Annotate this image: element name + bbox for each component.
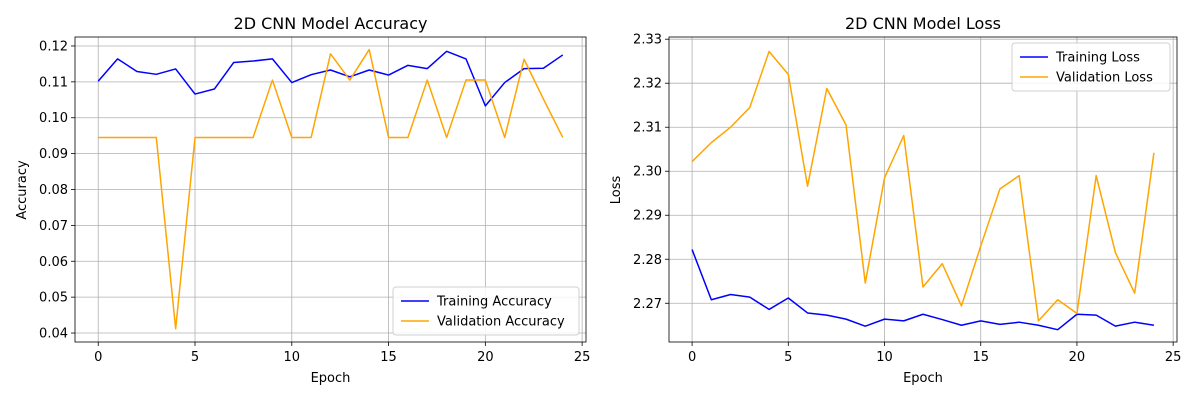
y-axis-label: Accuracy <box>15 160 30 220</box>
chart-title: 2D CNN Model Loss <box>845 14 1001 33</box>
accuracy-chart: 2D CNN Model Accuracy Epoch Accuracy 0 5 1… <box>15 14 590 386</box>
x-axis-label: Epoch <box>903 371 943 386</box>
x-tick-label: 0 <box>688 350 696 365</box>
x-tick-label: 25 <box>574 350 591 365</box>
x-tick-label: 25 <box>1165 350 1182 365</box>
legend: Training Loss Validation Loss <box>1011 42 1171 92</box>
x-tick-label: 20 <box>477 350 494 365</box>
x-tick-label: 10 <box>876 350 893 365</box>
x-tick-label: 10 <box>284 350 301 365</box>
x-tick-label: 0 <box>94 350 102 365</box>
series-line-training-loss <box>691 249 1155 331</box>
y-tick-label: 2.33 <box>633 33 662 48</box>
y-tick-label: 0.07 <box>39 219 68 234</box>
legend-box <box>392 286 580 336</box>
y-tick-label: 2.28 <box>633 253 662 268</box>
legend-label: Validation Accuracy <box>437 315 565 330</box>
legend-label: Training Accuracy <box>436 295 552 310</box>
series-line-validation-loss <box>691 50 1155 322</box>
x-tick-label: 5 <box>784 350 792 365</box>
y-tick-label: 0.09 <box>39 147 68 162</box>
x-tick-label: 15 <box>972 350 989 365</box>
loss-chart: 2D CNN Model Loss Epoch Loss 0 5 10 15 20 25 2… <box>609 14 1181 386</box>
legend: Training Accuracy Validation Accuracy <box>392 286 580 336</box>
y-tick-label: 2.29 <box>633 209 662 224</box>
y-tick-label: 0.06 <box>39 255 68 270</box>
legend-label: Validation Loss <box>1056 71 1153 86</box>
y-tick-label: 2.30 <box>633 165 662 180</box>
y-tick-label: 0.08 <box>39 183 68 198</box>
y-tick-label: 2.32 <box>633 77 662 92</box>
x-tick-label: 20 <box>1069 350 1086 365</box>
x-tick-label: 15 <box>380 350 397 365</box>
y-tick-label: 0.11 <box>39 75 68 90</box>
x-axis-label: Epoch <box>311 371 351 386</box>
axes-frame <box>668 36 1178 343</box>
y-axis-label: Loss <box>609 176 624 205</box>
y-tick-label: 2.31 <box>633 121 662 136</box>
chart-title: 2D CNN Model Accuracy <box>234 14 428 33</box>
y-tick-label: 0.10 <box>39 111 68 126</box>
y-tick-label: 0.12 <box>39 39 68 54</box>
legend-label: Training Loss <box>1055 51 1140 66</box>
legend-box <box>1011 42 1171 92</box>
y-tick-label: 0.04 <box>39 327 68 342</box>
series-line-validation-accuracy <box>98 48 564 330</box>
y-tick-label: 2.27 <box>633 297 662 312</box>
series-line-training-accuracy <box>97 50 564 107</box>
x-tick-label: 5 <box>191 350 199 365</box>
y-tick-label: 0.05 <box>39 291 68 306</box>
